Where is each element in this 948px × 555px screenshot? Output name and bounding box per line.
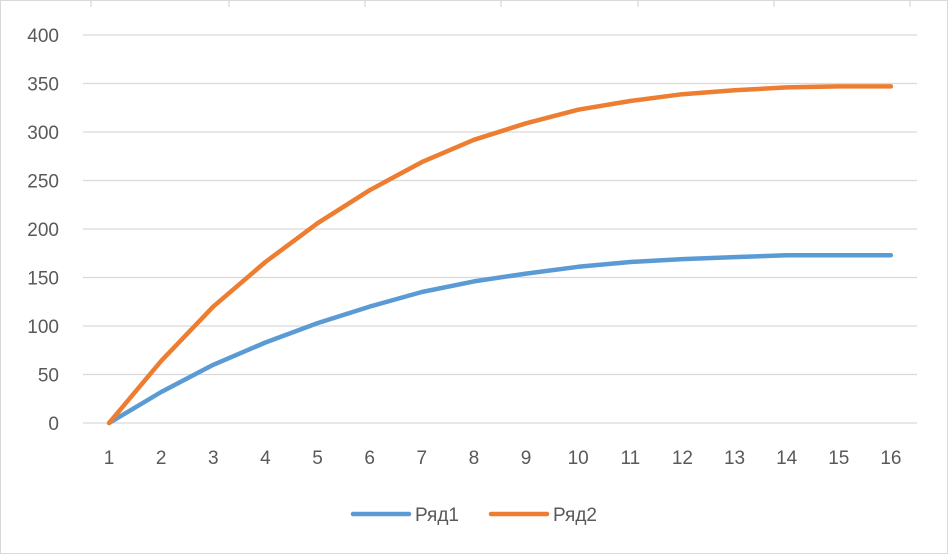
series-line-1 [106,252,894,426]
x-tick-label: 12 [672,448,693,469]
series-line-2 [106,84,894,426]
legend-label: Ряд2 [553,505,597,526]
x-tick-label: 2 [156,448,167,469]
x-tick-label: 11 [620,448,640,469]
x-tick-label: 13 [724,448,745,469]
y-tick-label: 100 [27,317,59,338]
legend-item-1: Ряд1 [350,505,459,526]
y-tick-label: 50 [38,366,59,387]
legend-label: Ряд1 [415,505,459,526]
x-tick-label: 16 [880,448,901,469]
y-tick-label: 250 [27,172,59,193]
x-axis: 1 2 3 4 5 6 7 8 9 10 11 12 13 14 15 16 [104,448,902,469]
legend-item-2: Ряд2 [488,505,597,526]
x-tick-label: 6 [364,448,375,469]
x-tick-label: 15 [828,448,849,469]
y-tick-label: 300 [27,123,59,144]
x-tick-label: 3 [208,448,219,469]
x-tick-label: 9 [521,448,532,469]
legend: Ряд1 Ряд2 [350,505,597,526]
x-tick-label: 4 [260,448,271,469]
series-lines [106,84,894,426]
gridlines [83,1,917,424]
x-tick-label: 5 [312,448,323,469]
y-tick-label: 200 [27,220,59,241]
y-tick-label: 350 [27,75,59,96]
y-tick-label: 400 [27,26,59,47]
x-tick-label: 10 [568,448,589,469]
x-tick-label: 14 [776,448,798,469]
y-tick-label: 0 [48,414,59,435]
x-tick-label: 8 [469,448,480,469]
y-axis: 0 50 100 150 200 250 300 350 400 [27,26,59,435]
x-tick-label: 7 [417,448,428,469]
y-tick-label: 150 [27,269,59,290]
x-tick-label: 1 [104,448,115,469]
